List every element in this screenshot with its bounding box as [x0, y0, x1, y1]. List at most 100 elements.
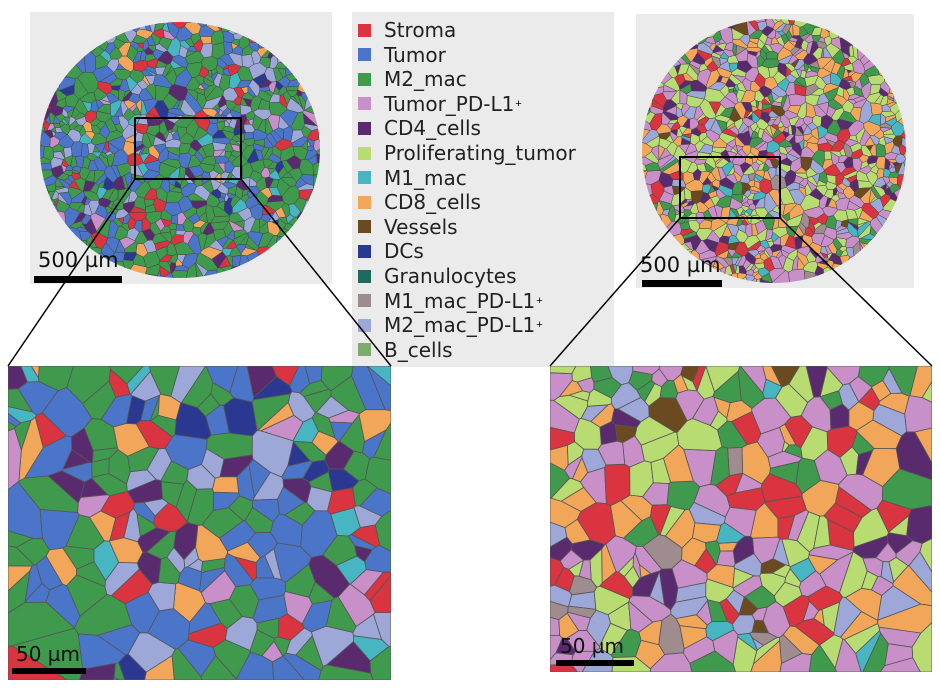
- cell-polygon: [40, 93, 43, 99]
- cell-polygon: [664, 239, 679, 253]
- cell-polygon: [863, 44, 873, 57]
- cell-polygon: [113, 38, 126, 50]
- cell-polygon: [146, 35, 156, 46]
- cell-polygon: [870, 270, 877, 281]
- cell-polygon: [299, 158, 314, 176]
- zoom-right-tissue-map: [550, 366, 932, 672]
- cell-polygon: [227, 22, 238, 23]
- cell-polygon: [736, 81, 747, 92]
- overview-left-panel: 500 µm: [30, 12, 332, 284]
- legend-item: B_cells: [358, 338, 453, 362]
- cell-polygon: [40, 96, 41, 108]
- legend-swatch: [358, 343, 371, 357]
- cell-polygon: [728, 125, 740, 136]
- cell-polygon: [240, 22, 250, 35]
- cell-polygon: [270, 261, 283, 273]
- cell-polygon: [287, 22, 299, 30]
- legend-label-superscript: +: [536, 319, 543, 332]
- cell-polygon: [832, 187, 838, 196]
- cell-polygon: [785, 29, 793, 41]
- cell-polygon: [804, 75, 819, 88]
- cell-polygon: [686, 19, 695, 28]
- legend-item: DCs: [358, 239, 424, 263]
- cell-polygon: [650, 504, 672, 536]
- cell-polygon: [905, 49, 906, 60]
- cell-polygon: [732, 535, 755, 565]
- cell-polygon: [910, 55, 914, 65]
- cell-polygon: [910, 88, 914, 98]
- cell-polygon: [303, 258, 320, 275]
- cell-polygon: [837, 265, 845, 279]
- cell-polygon: [363, 571, 391, 602]
- cell-polygon: [113, 68, 132, 81]
- cell-polygon: [241, 92, 255, 101]
- cell-polygon: [252, 272, 266, 278]
- cell-polygon: [821, 73, 832, 85]
- cell-polygon: [642, 224, 645, 235]
- cell-polygon: [155, 186, 168, 203]
- cell-polygon: [256, 33, 264, 44]
- cell-polygon: [40, 170, 42, 190]
- cell-polygon: [762, 601, 791, 638]
- cell-polygon: [903, 158, 906, 177]
- cell-polygon: [312, 92, 320, 105]
- cell-polygon: [46, 22, 55, 29]
- cell-polygon: [853, 96, 867, 103]
- cell-polygon: [40, 112, 44, 121]
- cell-polygon: [862, 448, 901, 488]
- cell-polygon: [862, 632, 889, 672]
- cell-polygon: [154, 22, 172, 25]
- cell-polygon: [322, 177, 332, 190]
- cell-polygon: [870, 258, 884, 271]
- cell-polygon: [278, 115, 290, 130]
- cell-polygon: [41, 29, 49, 39]
- overview-left-scale-bar: [34, 276, 122, 283]
- cell-polygon: [638, 619, 663, 646]
- cell-polygon: [642, 243, 653, 251]
- cell-polygon: [696, 14, 702, 19]
- cell-polygon: [882, 271, 893, 283]
- cell-polygon: [40, 54, 51, 68]
- cell-polygon: [900, 204, 906, 218]
- cell-polygon: [692, 52, 706, 65]
- cell-polygon: [686, 95, 705, 108]
- cell-polygon: [636, 199, 641, 209]
- cell-polygon: [263, 28, 275, 43]
- cell-polygon: [157, 556, 181, 585]
- cell-polygon: [271, 274, 281, 278]
- cell-polygon: [656, 14, 663, 18]
- cell-polygon: [294, 48, 306, 58]
- cell-polygon: [104, 27, 116, 35]
- cell-polygon: [40, 67, 42, 81]
- cell-polygon: [155, 246, 168, 261]
- cell-polygon: [722, 281, 732, 283]
- cell-polygon: [201, 22, 214, 24]
- cell-polygon: [830, 267, 840, 275]
- cell-polygon: [77, 494, 111, 518]
- cell-polygon: [734, 101, 747, 120]
- cell-polygon: [271, 24, 286, 36]
- cell-polygon: [642, 68, 646, 82]
- cell-polygon: [313, 139, 320, 152]
- cell-polygon: [734, 136, 746, 147]
- cell-polygon: [714, 241, 729, 257]
- cell-polygon: [40, 60, 48, 76]
- cell-polygon: [597, 440, 626, 466]
- cell-polygon: [761, 103, 773, 111]
- cell-polygon: [896, 71, 906, 84]
- cell-polygon: [315, 25, 320, 38]
- cell-polygon: [789, 69, 800, 79]
- cell-polygon: [804, 94, 821, 107]
- cell-polygon: [314, 22, 320, 32]
- cell-polygon: [837, 24, 853, 39]
- cell-polygon: [881, 229, 895, 245]
- cell-polygon: [299, 32, 317, 45]
- cell-polygon: [267, 161, 278, 170]
- cell-polygon: [248, 42, 260, 52]
- cell-polygon: [642, 192, 644, 200]
- cell-polygon: [279, 252, 286, 265]
- cell-polygon: [270, 12, 291, 20]
- cell-polygon: [651, 239, 665, 255]
- legend-item: Proliferating_tumor: [358, 141, 576, 165]
- cell-polygon: [177, 254, 187, 264]
